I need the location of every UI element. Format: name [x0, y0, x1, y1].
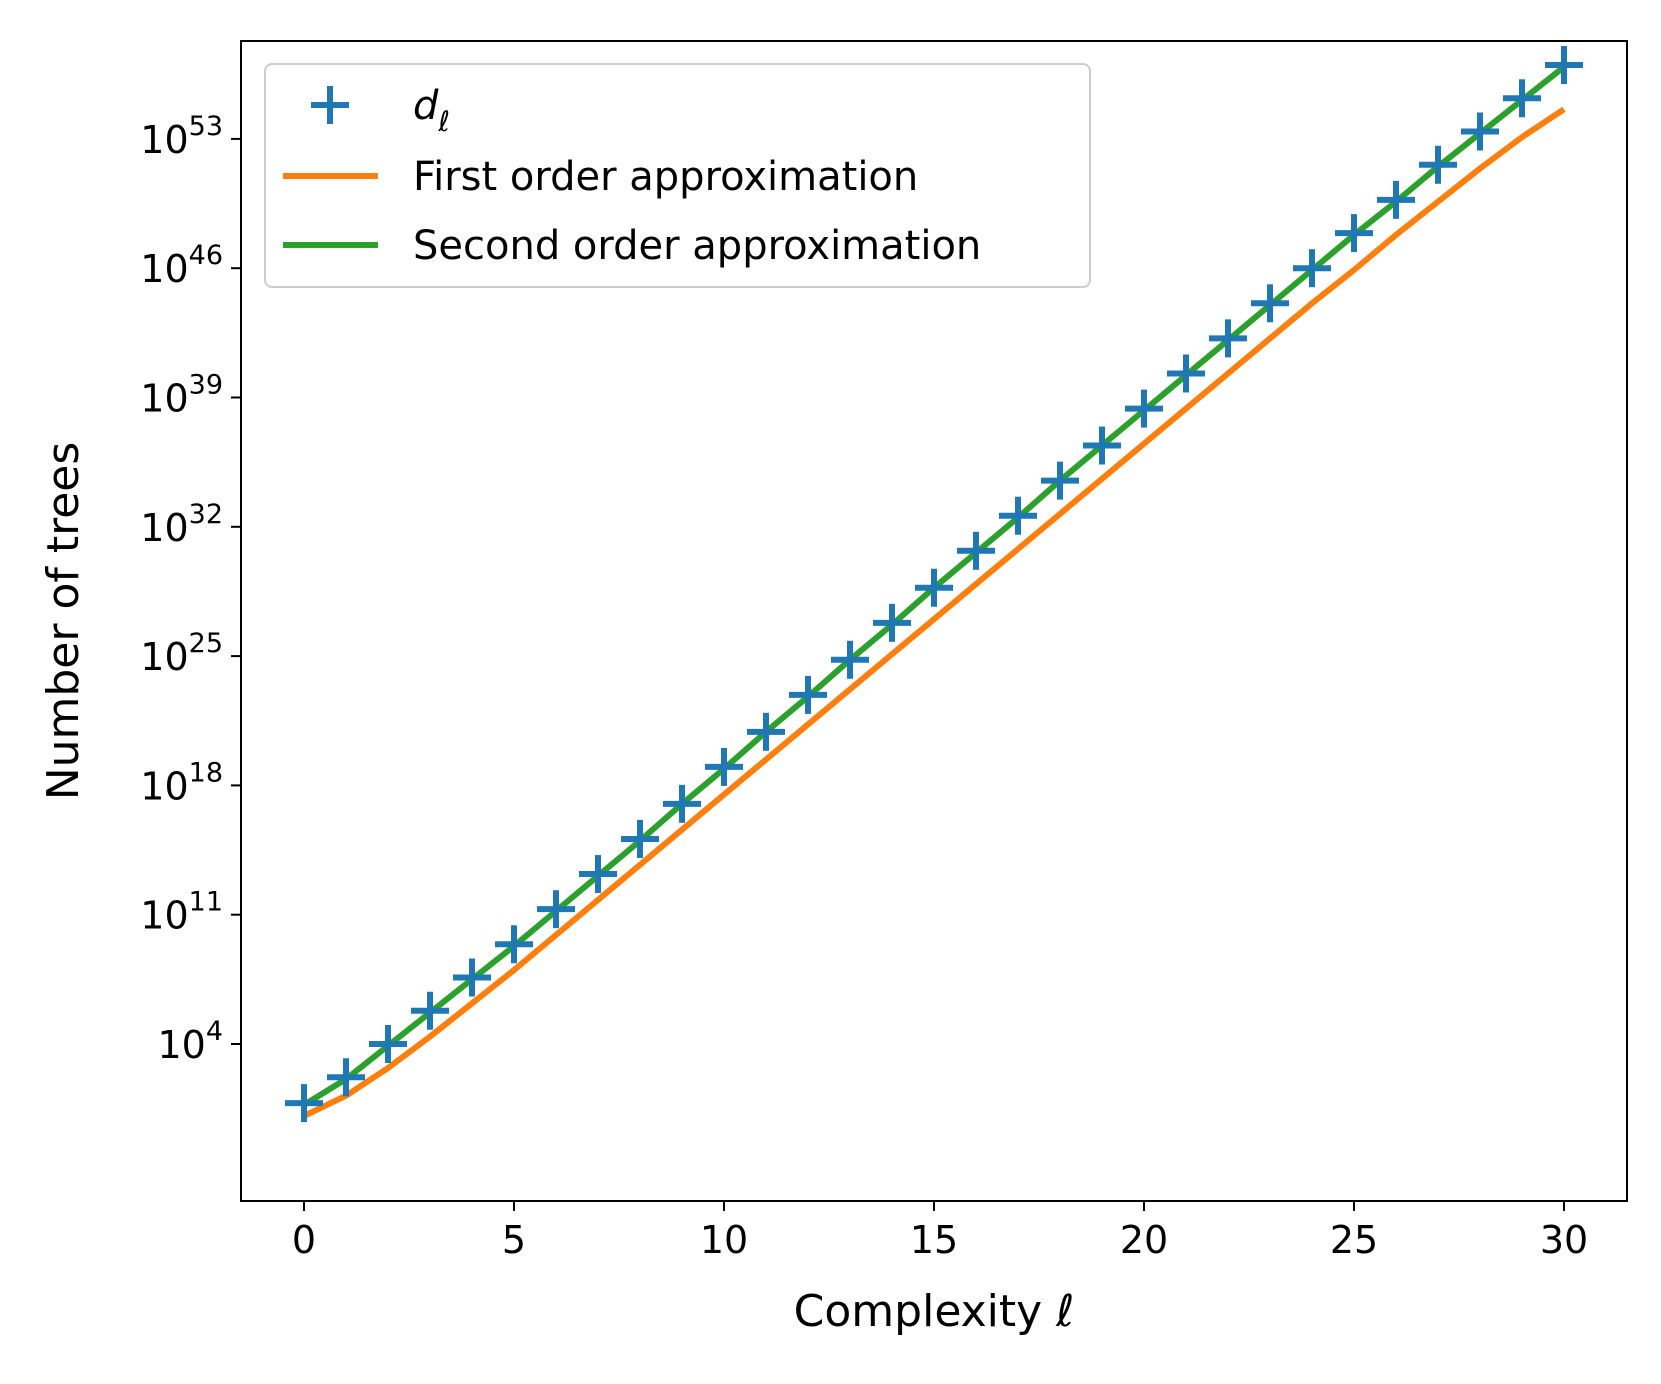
- legend-marker-d: [311, 86, 349, 124]
- legend: dℓ First order approximation Second order …: [264, 63, 1091, 288]
- data-point: [1293, 249, 1331, 288]
- x-tick-label: 5: [502, 1218, 526, 1262]
- data-point: [747, 712, 785, 751]
- y-tick-label: 1025: [140, 628, 223, 679]
- data-point: [1335, 214, 1373, 253]
- legend-label-d-subscript: ℓ: [437, 105, 450, 138]
- y-tick-label-base: 10: [140, 764, 188, 808]
- legend-label-d: dℓ: [413, 83, 450, 138]
- data-point: [999, 496, 1037, 535]
- x-tick-label: 0: [292, 1218, 316, 1262]
- data-point: [537, 890, 575, 929]
- y-tick-label-base: 10: [140, 635, 188, 679]
- y-tick-label: 1011: [140, 887, 223, 938]
- y-tick-label-exponent: 46: [189, 240, 223, 271]
- legend-label-second-order: Second order approximation: [413, 223, 981, 269]
- data-point: [1461, 112, 1499, 151]
- data-point: [1167, 354, 1205, 393]
- y-tick-label-exponent: 53: [189, 111, 223, 142]
- x-tick-label: 20: [1120, 1218, 1168, 1262]
- legend-label-first-order: First order approximation: [413, 154, 918, 200]
- data-point: [453, 958, 491, 997]
- x-tick-label: 25: [1330, 1218, 1378, 1262]
- data-point: [411, 991, 449, 1030]
- y-tick-label-exponent: 4: [206, 1016, 223, 1047]
- data-point: [663, 784, 701, 823]
- data-point: [831, 640, 869, 679]
- y-tick-label-base: 10: [140, 376, 188, 420]
- data-point: [915, 568, 953, 607]
- data-point: [285, 1084, 323, 1123]
- y-tick-label: 1032: [140, 499, 223, 550]
- y-tick-label-exponent: 32: [189, 499, 223, 530]
- data-point: [1209, 319, 1247, 358]
- data-point: [1545, 46, 1583, 85]
- y-tick-label-base: 10: [140, 118, 188, 162]
- x-tick-label: 15: [910, 1218, 958, 1262]
- data-point: [579, 855, 617, 894]
- y-tick-label-base: 10: [140, 247, 188, 291]
- data-point: [1251, 284, 1289, 323]
- data-point: [1083, 426, 1121, 465]
- data-point: [705, 747, 743, 786]
- legend-label-d-base: d: [413, 83, 439, 129]
- y-tick-label: 1053: [140, 111, 223, 162]
- y-tick-label: 1039: [140, 369, 223, 420]
- data-point: [369, 1024, 407, 1063]
- data-point: [1125, 389, 1163, 428]
- x-axis: 0 5 10 15 20 25 30: [292, 1201, 1588, 1262]
- y-tick-label-base: 10: [157, 1023, 205, 1067]
- x-tick-label: 30: [1540, 1218, 1588, 1262]
- data-point: [957, 531, 995, 570]
- x-tick-label: 10: [700, 1218, 748, 1262]
- series-line-first-order: [302, 106, 1566, 1119]
- data-point: [1041, 461, 1079, 500]
- y-tick-label-exponent: 18: [189, 757, 223, 788]
- y-tick-label-exponent: 11: [189, 887, 223, 918]
- y-tick-label: 1046: [140, 240, 223, 291]
- data-point: [873, 603, 911, 642]
- x-axis-title: Complexity ℓ: [794, 1286, 1075, 1337]
- data-point: [789, 675, 827, 714]
- legend-box: [264, 63, 1091, 288]
- y-tick-label-base: 10: [140, 506, 188, 550]
- y-tick-label-exponent: 39: [189, 369, 223, 400]
- data-point: [1419, 145, 1457, 184]
- data-point: [327, 1058, 365, 1097]
- y-axis-title: Number of trees: [38, 442, 89, 801]
- y-tick-label-exponent: 25: [189, 628, 223, 659]
- data-point: [1503, 79, 1541, 118]
- data-point: [495, 925, 533, 964]
- y-tick-label: 1018: [140, 757, 223, 808]
- y-tick-label: 104: [157, 1016, 223, 1067]
- data-point: [621, 819, 659, 858]
- plot-area: [285, 46, 1583, 1123]
- y-tick-label-base: 10: [140, 894, 188, 938]
- data-point: [1377, 180, 1415, 219]
